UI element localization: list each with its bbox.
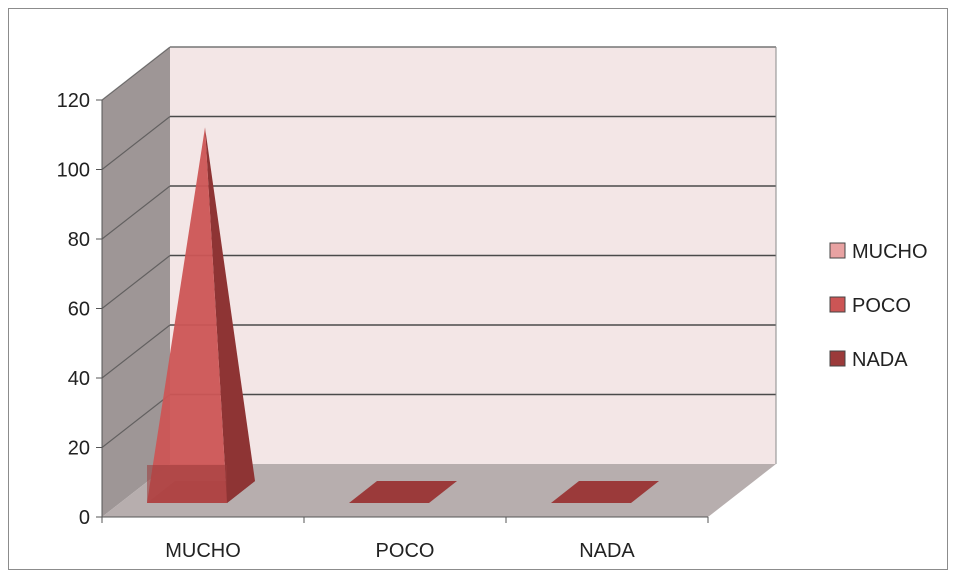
y-tick-label: 60 xyxy=(68,299,90,321)
legend-swatch-poco xyxy=(829,296,846,313)
legend-swatch-mucho xyxy=(829,242,846,259)
y-tick-label: 120 xyxy=(57,90,90,112)
y-tick-label: 20 xyxy=(68,438,90,460)
pyramid-flat-nada xyxy=(551,481,659,503)
legend-label-poco: POCO xyxy=(852,295,911,317)
gridline-side xyxy=(101,324,171,379)
x-tick-label-nada: NADA xyxy=(579,540,635,562)
gridline-side xyxy=(101,185,171,240)
legend-label-mucho: MUCHO xyxy=(852,241,928,263)
y-tick-label: 0 xyxy=(79,507,90,529)
gridline-side xyxy=(101,46,171,101)
pyramid-side-mucho xyxy=(205,127,255,503)
x-tick-label-mucho: MUCHO xyxy=(165,540,241,562)
gridline-side xyxy=(101,394,171,448)
pyramid-mucho xyxy=(147,127,227,503)
legend-swatch-nada xyxy=(829,350,846,367)
pyramid-flat-poco xyxy=(349,481,457,503)
y-tick-label: 80 xyxy=(68,229,90,251)
x-tick-label-poco: POCO xyxy=(376,540,435,562)
pyramid-floor-overlay xyxy=(147,465,227,503)
gridline-side xyxy=(101,255,171,309)
gridline-side xyxy=(101,116,171,170)
legend-label-nada: NADA xyxy=(852,349,908,371)
y-tick-label: 40 xyxy=(68,368,90,390)
y-tick-label: 100 xyxy=(57,160,90,182)
